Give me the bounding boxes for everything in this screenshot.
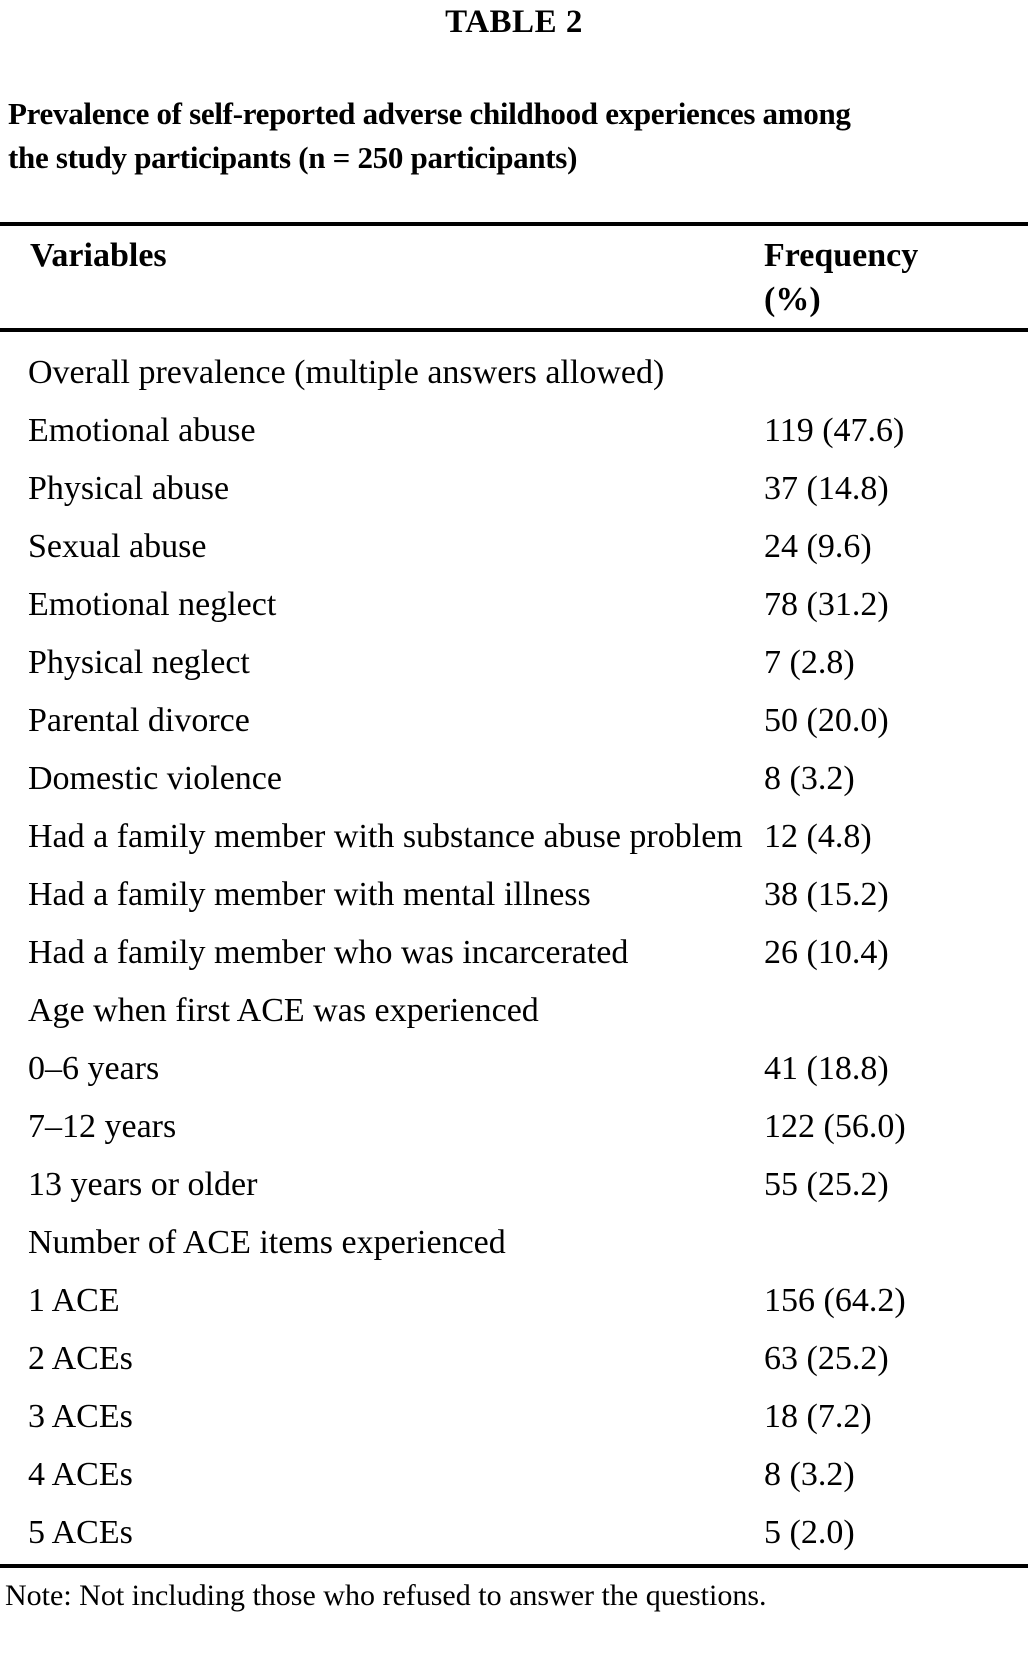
row-variable-label: 7–12 years — [28, 1108, 177, 1145]
row-variable-label: Sexual abuse — [28, 528, 207, 565]
row-frequency-value: 18 (7.2) — [764, 1398, 872, 1435]
prevalence-table: Variables Frequency (%) Overall prevalen… — [0, 222, 1028, 1568]
row-variable-label: 4 ACEs — [28, 1456, 133, 1493]
row-variable-label: Domestic violence — [28, 760, 282, 797]
table-number-heading: TABLE 2 — [445, 4, 583, 40]
table-row: Physical neglect 7 (2.8) — [0, 634, 1028, 692]
row-frequency-value: 78 (31.2) — [764, 586, 889, 623]
table-row: 0–6 years 41 (18.8) — [0, 1040, 1028, 1098]
row-variable-label: Had a family member with mental illness — [28, 876, 591, 913]
row-variable-label: Parental divorce — [28, 702, 250, 739]
row-variable-label: 5 ACEs — [28, 1514, 133, 1551]
table-caption-line-1: Prevalence of self-reported adverse chil… — [8, 96, 851, 131]
row-frequency-value: 119 (47.6) — [764, 412, 905, 449]
table-row: Emotional abuse 119 (47.6) — [0, 402, 1028, 460]
row-frequency-value — [764, 1220, 1028, 1266]
row-frequency-value: 122 (56.0) — [764, 1108, 906, 1145]
table-row: 3 ACEs 18 (7.2) — [0, 1388, 1028, 1446]
column-header-frequency: Frequency (%) — [764, 234, 1028, 322]
row-variable-label: 1 ACE — [28, 1282, 120, 1319]
row-frequency-value: 8 (3.2) — [764, 1456, 855, 1493]
table-row: Parental divorce 50 (20.0) — [0, 692, 1028, 750]
table-row: Had a family member with mental illness … — [0, 866, 1028, 924]
table-body: Overall prevalence (multiple answers all… — [0, 332, 1028, 1564]
table-footnote: Note: Not including those who refused to… — [5, 1579, 767, 1612]
row-frequency-value: 41 (18.8) — [764, 1050, 889, 1087]
table-row: 1 ACE 156 (64.2) — [0, 1272, 1028, 1330]
row-frequency-value — [764, 988, 1028, 1034]
row-variable-label: Number of ACE items experienced — [28, 1224, 506, 1261]
table-caption: Prevalence of self-reported adverse chil… — [8, 92, 1022, 180]
column-header-frequency-unit: (%) — [764, 281, 821, 318]
table-row: Age when first ACE was experienced — [0, 982, 1028, 1040]
row-frequency-value: 38 (15.2) — [764, 876, 889, 913]
table-row: Number of ACE items experienced — [0, 1214, 1028, 1272]
row-variable-label: Overall prevalence (multiple answers all… — [28, 354, 665, 391]
row-frequency-value: 63 (25.2) — [764, 1340, 889, 1377]
table-row: 7–12 years 122 (56.0) — [0, 1098, 1028, 1156]
row-variable-label: Had a family member with substance abuse… — [28, 818, 743, 855]
table-row: 2 ACEs 63 (25.2) — [0, 1330, 1028, 1388]
row-variable-label: Had a family member who was incarcerated — [28, 934, 629, 971]
row-frequency-value: 7 (2.8) — [764, 644, 855, 681]
table-row: Domestic violence 8 (3.2) — [0, 750, 1028, 808]
table-caption-line-2: the study participants (n = 250 particip… — [8, 140, 578, 175]
row-variable-label: Emotional abuse — [28, 412, 256, 449]
row-frequency-value: 156 (64.2) — [764, 1282, 906, 1319]
row-variable-label: 3 ACEs — [28, 1398, 133, 1435]
row-frequency-value: 26 (10.4) — [764, 934, 889, 971]
table-row: 13 years or older 55 (25.2) — [0, 1156, 1028, 1214]
table-row: Physical abuse 37 (14.8) — [0, 460, 1028, 518]
table-row: Had a family member with substance abuse… — [0, 808, 1028, 866]
row-frequency-value: 24 (9.6) — [764, 528, 872, 565]
table-row: 5 ACEs 5 (2.0) — [0, 1504, 1028, 1562]
table-header-row: Variables Frequency (%) — [0, 226, 1028, 332]
row-variable-label: Emotional neglect — [28, 586, 277, 623]
row-frequency-value: 8 (3.2) — [764, 760, 855, 797]
row-variable-label: Age when first ACE was experienced — [28, 992, 539, 1029]
table-row: Sexual abuse 24 (9.6) — [0, 518, 1028, 576]
row-frequency-value: 5 (2.0) — [764, 1514, 855, 1551]
row-frequency-value: 12 (4.8) — [764, 818, 872, 855]
row-variable-label: Physical neglect — [28, 644, 250, 681]
column-header-frequency-label: Frequency — [764, 237, 919, 274]
row-variable-label: 0–6 years — [28, 1050, 160, 1087]
row-variable-label: 2 ACEs — [28, 1340, 133, 1377]
row-frequency-value — [764, 350, 1028, 396]
row-frequency-value: 55 (25.2) — [764, 1166, 889, 1203]
row-frequency-value: 50 (20.0) — [764, 702, 889, 739]
table-row: Had a family member who was incarcerated… — [0, 924, 1028, 982]
table-row: Emotional neglect 78 (31.2) — [0, 576, 1028, 634]
row-frequency-value: 37 (14.8) — [764, 470, 889, 507]
table-row: 4 ACEs 8 (3.2) — [0, 1446, 1028, 1504]
row-variable-label: Physical abuse — [28, 470, 230, 507]
column-header-variables: Variables — [30, 237, 167, 274]
table-row: Overall prevalence (multiple answers all… — [0, 344, 1028, 402]
row-variable-label: 13 years or older — [28, 1166, 258, 1203]
